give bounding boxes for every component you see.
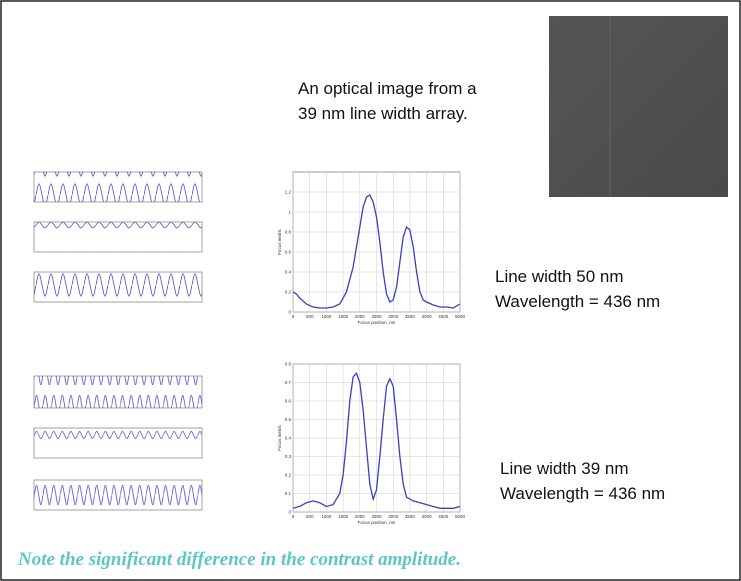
x-axis-label: Focus position, nm xyxy=(358,320,396,325)
intensity-plot xyxy=(33,221,203,253)
x-tick-label: 1500 xyxy=(338,514,349,519)
y-tick-label: 0.5 xyxy=(285,417,292,422)
y-tick-label: 0.2 xyxy=(285,473,292,478)
x-tick-label: 5000 xyxy=(455,314,466,319)
y-tick-label: 0.4 xyxy=(285,436,292,441)
case-label: Line width 39 nm xyxy=(500,459,629,478)
x-axis-label: Focus position, nm xyxy=(358,520,396,525)
focus-curve xyxy=(292,194,461,309)
intensity-plot xyxy=(33,375,203,409)
intensity-plot xyxy=(33,171,203,203)
x-tick-label: 5000 xyxy=(455,514,466,519)
optical-image xyxy=(549,16,728,197)
y-tick-label: 0.6 xyxy=(285,399,292,404)
x-tick-label: 3000 xyxy=(388,314,399,319)
x-tick-label: 3000 xyxy=(388,514,399,519)
x-tick-label: 2000 xyxy=(355,314,366,319)
x-tick-label: 500 xyxy=(306,514,314,519)
note: Note the significant difference in the c… xyxy=(17,549,461,570)
y-tick-label: 0.6 xyxy=(285,250,292,255)
y-tick-label: 0.4 xyxy=(285,270,292,275)
case-label: Wavelength = 436 nm xyxy=(495,292,660,311)
y-tick-label: 1.2 xyxy=(285,190,292,195)
intensity-plots xyxy=(33,171,203,511)
y-tick-label: 0.7 xyxy=(285,380,292,385)
x-tick-label: 1000 xyxy=(321,314,332,319)
y-axis-label: Focus metric xyxy=(277,424,282,451)
y-axis-label: Focus metric xyxy=(277,228,282,255)
x-tick-label: 4000 xyxy=(422,314,433,319)
intensity-plot xyxy=(33,427,203,459)
caption: An optical image from a xyxy=(298,79,477,98)
case-label: Line width 50 nm xyxy=(495,267,624,286)
x-tick-label: 0 xyxy=(292,514,295,519)
y-tick-label: 0 xyxy=(288,310,291,315)
y-tick-label: 0.2 xyxy=(285,290,292,295)
x-tick-label: 2500 xyxy=(371,514,382,519)
y-tick-label: 0.3 xyxy=(285,454,292,459)
x-tick-label: 1000 xyxy=(321,514,332,519)
y-tick-label: 0.1 xyxy=(285,491,292,496)
x-tick-label: 4000 xyxy=(422,514,433,519)
x-tick-label: 4500 xyxy=(438,314,449,319)
x-tick-label: 4500 xyxy=(438,514,449,519)
caption: 39 nm line width array. xyxy=(298,104,468,123)
case-label: Wavelength = 436 nm xyxy=(500,484,665,503)
intensity-plot xyxy=(33,271,203,303)
x-tick-label: 1500 xyxy=(338,314,349,319)
y-tick-label: 1 xyxy=(288,210,291,215)
focus-curve xyxy=(292,372,461,509)
intensity-plot xyxy=(33,479,203,511)
x-tick-label: 2000 xyxy=(355,514,366,519)
y-tick-label: 0.8 xyxy=(285,362,292,367)
x-tick-label: 2500 xyxy=(371,314,382,319)
y-tick-label: 0 xyxy=(288,510,291,515)
x-tick-label: 3500 xyxy=(405,514,416,519)
x-tick-label: 0 xyxy=(292,314,295,319)
x-tick-label: 3500 xyxy=(405,314,416,319)
y-tick-label: 0.8 xyxy=(285,230,292,235)
x-tick-label: 500 xyxy=(306,314,314,319)
